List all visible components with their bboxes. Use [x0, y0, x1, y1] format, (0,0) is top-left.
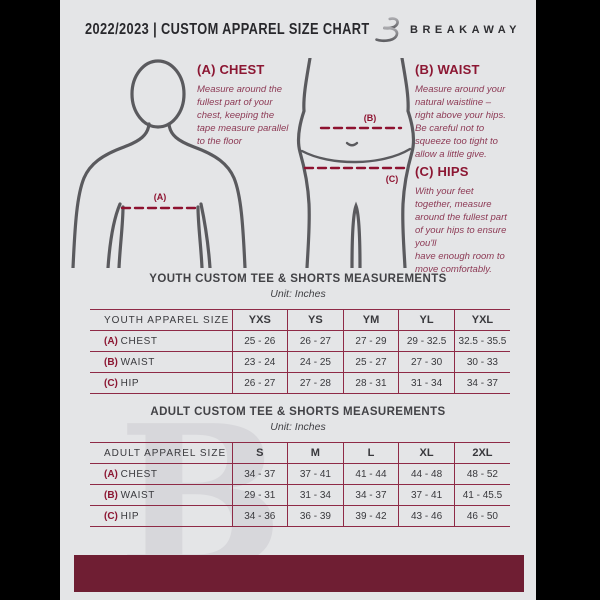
cell: 34 - 36 [231, 505, 288, 527]
column-header: YXL [453, 309, 510, 331]
column-header: XL [398, 442, 455, 464]
cell: 26 - 27 [287, 330, 344, 352]
cell: 37 - 41 [398, 484, 455, 506]
column-header: L [342, 442, 399, 464]
cell: 29 - 31 [231, 484, 288, 506]
cell: 31 - 34 [398, 372, 455, 394]
table-row: (A) CHEST 25 - 26 26 - 27 27 - 29 29 - 3… [90, 330, 510, 352]
youth-section-title: YOUTH CUSTOM TEE & SHORTS MEASUREMENTS [149, 273, 447, 285]
waist-guide: (B) WAIST Measure around your natural wa… [415, 62, 536, 161]
cell: 27 - 28 [287, 372, 344, 394]
chest-guide-heading: (A) CHEST [197, 62, 265, 77]
cell: 43 - 46 [398, 505, 455, 527]
cell: 48 - 52 [453, 463, 510, 485]
cell: 28 - 31 [342, 372, 399, 394]
waist-guide-heading: (B) WAIST [415, 62, 480, 77]
youth-size-table: YOUTH APPAREL SIZE YXS YS YM YL YXL (A) … [90, 309, 510, 394]
row-label: (B) WAIST [90, 351, 232, 373]
table-header-row: YOUTH APPAREL SIZE YXS YS YM YL YXL [90, 309, 510, 331]
youth-section-unit: Unit: Inches [270, 288, 326, 300]
chest-guide: (A) CHEST Measure around the fullest par… [197, 62, 322, 148]
table-header-row: ADULT APPAREL SIZE S M L XL 2XL [90, 442, 510, 464]
column-header: YM [342, 309, 399, 331]
cell: 24 - 25 [287, 351, 344, 373]
page-title: 2022/2023 | CUSTOM APPAREL SIZE CHART [85, 21, 370, 38]
cell: 46 - 50 [453, 505, 510, 527]
table-row: (A) CHEST 34 - 37 37 - 41 41 - 44 44 - 4… [90, 463, 510, 485]
table-row: (B) WAIST 23 - 24 24 - 25 25 - 27 27 - 3… [90, 351, 510, 373]
row-name: CHEST [120, 468, 158, 480]
cell: 37 - 41 [287, 463, 344, 485]
hips-guide: (C) HIPS With your feet together, measur… [415, 164, 536, 276]
column-header: YOUTH APPAREL SIZE [90, 309, 232, 331]
cell: 41 - 45.5 [453, 484, 510, 506]
cell: 25 - 27 [342, 351, 399, 373]
breakaway-b-icon [373, 17, 399, 43]
waist-line-label: (B) [364, 113, 377, 123]
row-letter: (A) [104, 335, 118, 347]
row-letter: (C) [104, 377, 118, 389]
row-label: (C) HIP [90, 372, 232, 394]
cell: 29 - 32.5 [398, 330, 455, 352]
cell: 27 - 29 [342, 330, 399, 352]
brand-logo: BREAKAWAY [373, 16, 521, 43]
chest-guide-text: Measure around the fullest part of your … [197, 84, 289, 147]
column-header: M [287, 442, 344, 464]
hips-guide-text: With your feet together, measure around … [415, 186, 507, 275]
cell: 30 - 33 [453, 351, 510, 373]
adult-size-table: ADULT APPAREL SIZE S M L XL 2XL (A) CHES… [90, 442, 510, 527]
row-name: WAIST [120, 489, 155, 501]
size-chart-page: 2022/2023 | CUSTOM APPAREL SIZE CHART BR… [60, 0, 536, 600]
row-label: (C) HIP [90, 505, 232, 527]
cell: 32.5 - 35.5 [453, 330, 510, 352]
column-header: YL [398, 309, 455, 331]
row-letter: (C) [104, 510, 118, 522]
row-name: CHEST [120, 335, 158, 347]
row-letter: (B) [104, 356, 118, 368]
adult-section-title: ADULT CUSTOM TEE & SHORTS MEASUREMENTS [150, 406, 446, 418]
row-label: (A) CHEST [90, 463, 232, 485]
hips-guide-heading: (C) HIPS [415, 164, 469, 179]
cell: 34 - 37 [342, 484, 399, 506]
cell: 26 - 27 [231, 372, 288, 394]
chest-line-label: (A) [154, 192, 167, 202]
cell: 27 - 30 [398, 351, 455, 373]
table-row: (C) HIP 26 - 27 27 - 28 28 - 31 31 - 34 … [90, 372, 510, 394]
cell: 34 - 37 [231, 463, 288, 485]
column-header: ADULT APPAREL SIZE [90, 442, 232, 464]
row-label: (A) CHEST [90, 330, 232, 352]
cell: 39 - 42 [342, 505, 399, 527]
column-header: 2XL [453, 442, 510, 464]
row-letter: (B) [104, 489, 118, 501]
chest-measurement-diagram: (A) [71, 59, 247, 268]
cell: 25 - 26 [231, 330, 288, 352]
cell: 34 - 37 [453, 372, 510, 394]
adult-section-unit: Unit: Inches [270, 421, 326, 433]
footer-accent-bar [74, 555, 524, 592]
column-header: YXS [231, 309, 288, 331]
table-row: (C) HIP 34 - 36 36 - 39 39 - 42 43 - 46 … [90, 505, 510, 527]
cell: 44 - 48 [398, 463, 455, 485]
row-name: HIP [120, 377, 140, 389]
row-name: WAIST [120, 356, 155, 368]
row-letter: (A) [104, 468, 118, 480]
hips-line-label: (C) [386, 174, 399, 184]
cell: 31 - 34 [287, 484, 344, 506]
brand-name: BREAKAWAY [410, 23, 521, 36]
waist-guide-text: Measure around your natural waistline – … [415, 84, 506, 160]
table-row: (B) WAIST 29 - 31 31 - 34 34 - 37 37 - 4… [90, 484, 510, 506]
row-label: (B) WAIST [90, 484, 232, 506]
cell: 36 - 39 [287, 505, 344, 527]
column-header: YS [287, 309, 344, 331]
row-name: HIP [120, 510, 140, 522]
cell: 41 - 44 [342, 463, 399, 485]
cell: 23 - 24 [231, 351, 288, 373]
waist-hips-measurement-diagram: (B) (C) [297, 58, 415, 268]
column-header: S [231, 442, 288, 464]
